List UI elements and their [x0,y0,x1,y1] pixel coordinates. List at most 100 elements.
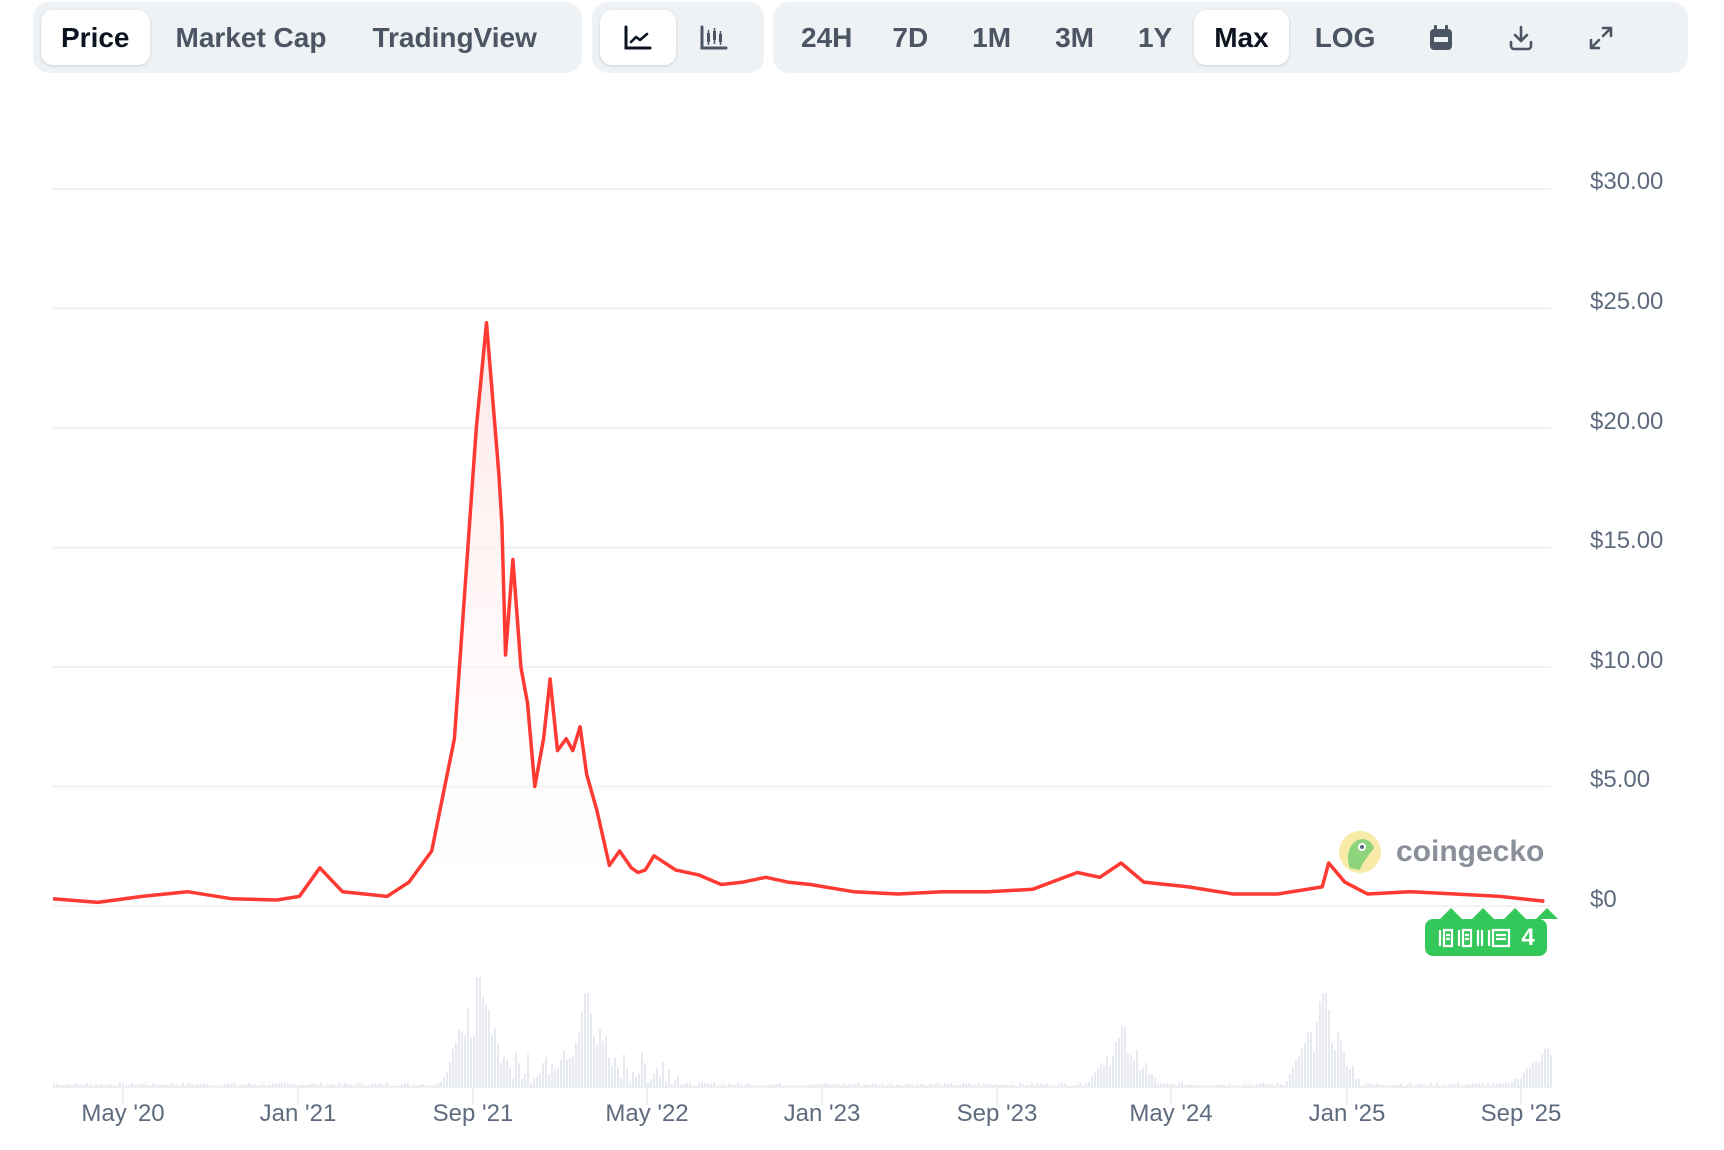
volume-bar [497,1043,499,1087]
volume-bar [191,1084,193,1087]
volume-bar [416,1085,418,1087]
volume-bar [1178,1083,1180,1087]
volume-bar [1283,1085,1285,1087]
volume-bar [1421,1083,1423,1087]
volume-bar [776,1084,778,1087]
volume-bar [170,1083,172,1087]
volume-bar [1151,1073,1153,1087]
volume-bar [65,1084,67,1087]
volume-bar [1259,1083,1261,1087]
tab-market-cap[interactable]: Market Cap [175,21,327,53]
volume-bar [758,1085,760,1087]
news-marker[interactable] [1536,908,1558,919]
volume-bar [959,1084,961,1087]
volume-bar [677,1075,679,1087]
tab-tradingview[interactable]: TradingView [372,21,537,53]
line-chart-button[interactable] [600,10,676,65]
news-marker[interactable] [1440,908,1462,919]
volume-bar [572,1055,574,1087]
volume-bar [1082,1085,1084,1087]
volume-bar [323,1085,325,1087]
news-marker[interactable] [1504,908,1526,919]
volume-bar [356,1083,358,1087]
volume-bar [401,1084,403,1087]
range-1m[interactable]: 1M [972,21,1012,53]
volume-bar [839,1085,841,1087]
volume-bar [185,1085,187,1087]
volume-bar [425,1085,427,1087]
volume-bar [248,1083,250,1087]
volume-bar [986,1084,988,1087]
download-button[interactable] [1481,10,1561,65]
volume-bar [368,1085,370,1087]
range-log[interactable]: LOG [1314,21,1376,53]
volume-bar [518,1063,520,1087]
volume-bar [1037,1083,1039,1087]
volume-bar [431,1085,433,1087]
line-chart-icon [624,25,652,49]
volume-bar [1526,1068,1528,1087]
volume-bar [1445,1085,1447,1087]
range-3m[interactable]: 3M [1055,21,1094,53]
volume-bar [389,1085,391,1087]
volume-bar [1142,1067,1144,1087]
range-1y[interactable]: 1Y [1137,21,1173,53]
volume-bar [740,1083,742,1087]
volume-bar [251,1084,253,1087]
volume-bar [362,1085,364,1087]
volume-bar [344,1083,346,1087]
range-max[interactable]: Max [1194,10,1289,65]
volume-bar [1478,1083,1480,1087]
volume-bar [392,1085,394,1087]
volume-bar [485,1004,487,1087]
range-24h[interactable]: 24H [801,21,853,53]
volume-bar [188,1082,190,1087]
news-marker[interactable] [1472,908,1494,919]
volume-bar [545,1057,547,1087]
volume-bar [1433,1085,1435,1087]
volume-bar [1505,1082,1507,1087]
volume-bar [257,1085,259,1087]
volume-bar [968,1083,970,1087]
volume-bar [1148,1075,1150,1087]
volume-bar [1319,1001,1321,1087]
fullscreen-button[interactable] [1561,10,1641,65]
volume-bar [1493,1082,1495,1087]
candlestick-chart-button[interactable] [676,10,752,65]
price-area [53,322,1545,906]
price-line[interactable] [52,321,1545,905]
volume-bar [509,1068,511,1087]
volume-bar [1226,1085,1228,1087]
volume-bar [1196,1085,1198,1087]
range-7d[interactable]: 7D [892,21,929,53]
volume-bar [1265,1084,1267,1087]
calendar-button[interactable] [1401,10,1481,65]
volume-bar [1427,1085,1429,1087]
volume-bar [971,1084,973,1087]
volume-bar [551,1064,553,1087]
volume-bar [584,993,586,1087]
volume-bar [152,1082,154,1087]
volume-bar [791,1085,793,1087]
volume-bar [107,1084,109,1087]
volume-bar [164,1084,166,1087]
news-badge[interactable]: 4 [1425,919,1547,956]
volume-bar [644,1062,646,1087]
volume-bar [983,1083,985,1087]
tab-price[interactable]: Price [41,10,150,65]
volume-bar [719,1084,721,1087]
volume-bar [443,1076,445,1087]
volume-bar [587,993,589,1087]
volume-bar [668,1069,670,1087]
volume-bar [308,1084,310,1087]
volume-bar [653,1074,655,1087]
volume-bar [992,1084,994,1087]
volume-bar [1172,1083,1174,1087]
volume-bar [476,977,478,1087]
volume-bar [479,977,481,1087]
y-tick-label: $0 [1590,886,1617,913]
volume-bar [824,1082,826,1087]
download-icon [1510,25,1533,50]
volume-bar [122,1082,124,1087]
